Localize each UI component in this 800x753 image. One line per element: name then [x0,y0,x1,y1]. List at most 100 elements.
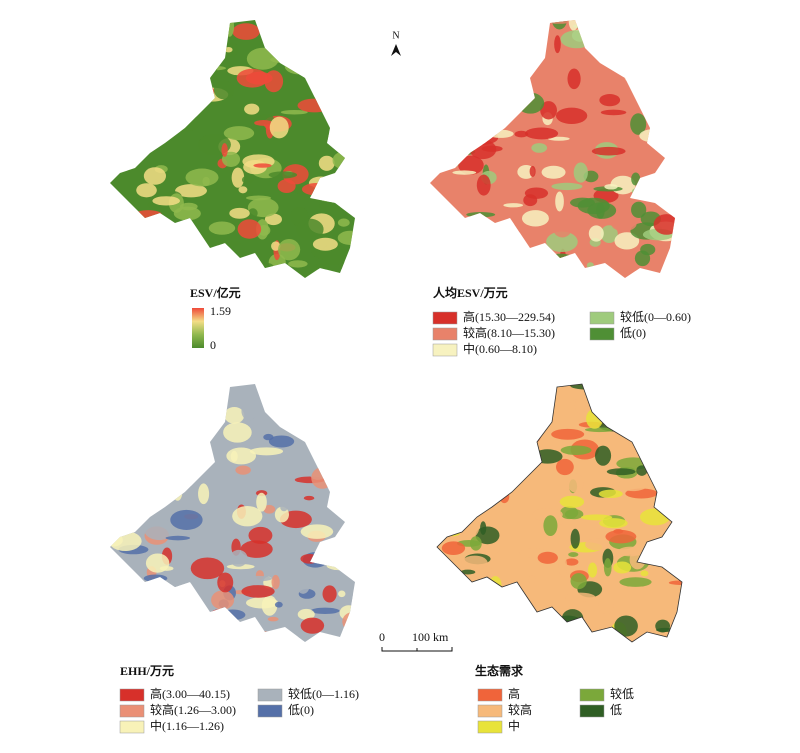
map-patch [260,263,276,278]
color-bar [192,308,204,348]
map-patch [606,468,636,476]
map-patch [297,608,315,620]
map-patch [472,444,496,458]
map-patch [296,39,318,61]
map-patch [264,213,282,226]
map-patch [584,427,616,433]
map-patch [469,536,482,551]
map-patch [473,111,497,131]
map-patch [650,547,658,553]
map-patch [158,241,171,253]
map-patch [434,148,445,157]
map-patch [565,592,596,602]
map-patch [430,100,439,113]
map-patch [185,168,219,187]
map-patch [224,406,245,424]
legend-swatch [477,720,503,734]
map-patch [248,208,258,219]
map-patch [110,121,111,130]
map-patch [118,384,137,396]
map-patch [458,155,484,175]
map-patch [317,26,332,41]
map-patch [516,92,545,114]
maps [110,20,683,643]
map-patch [430,204,434,213]
map-patch [466,616,501,621]
legend-swatch [579,704,605,718]
map-patch [653,452,666,457]
legend-swatch [119,688,145,702]
map-patch [268,171,298,179]
map-patch [308,39,322,56]
map-patch [614,232,640,250]
map-patch [587,562,598,578]
map-patch [642,69,675,91]
map-patch [143,416,176,437]
map-patch [586,262,594,269]
map-patch [342,612,355,632]
map-patch [580,514,613,521]
map-patch [110,531,142,552]
map-patch [437,387,445,409]
map-patch [181,232,197,240]
map-patch [514,406,538,416]
map-patch [461,495,478,517]
map-patch [447,60,460,66]
map-patch [141,582,171,589]
map-patch [290,469,314,478]
map-patch [464,130,499,145]
map-patch [339,605,355,621]
map-patch [296,218,324,241]
map-patch [669,523,682,531]
map-patch [590,136,597,143]
scale-start: 0 [379,630,385,644]
map-patch [152,196,180,206]
map-patch [560,30,593,49]
map-patch [532,507,563,522]
map-patch [489,576,502,594]
map-patch [143,574,168,583]
map-patch [229,549,248,567]
map-patch [437,609,447,623]
legend-label: 较低(0—0.60) [620,309,691,324]
map-patch [311,467,334,489]
map-patch [487,129,514,138]
map-patch [658,40,675,55]
map-patch [564,558,579,566]
legend-swatch [119,720,145,734]
map-patch [326,127,355,150]
scale-bar: 0 100 km [379,630,453,652]
map-patch [263,504,276,514]
map-patch [551,428,585,440]
map-patch [332,151,355,170]
map-patch [476,174,491,196]
map-patch [567,473,584,493]
legend-swatch [477,688,503,702]
map-patch [597,20,618,21]
map-patch [551,20,568,30]
map-patch [225,20,235,37]
map-patch [220,609,246,621]
map-patch [537,632,554,638]
map-patch [528,575,536,585]
map-patch [232,506,263,527]
map-patch [202,176,210,186]
map-patch [631,172,641,186]
map-patch [555,107,588,124]
map-patch [243,575,273,582]
map-patch [312,237,338,251]
map-patch [140,432,153,441]
map-patch [546,231,578,253]
map-patch [460,569,476,575]
map-patch [198,85,215,98]
map-patch [461,516,480,538]
map-patch [143,167,167,185]
map-patch [528,27,535,49]
map-patch [473,598,492,615]
map-patch [223,422,252,443]
map-patch [468,35,488,54]
map-patch [631,188,639,195]
map-patch [591,146,626,156]
legend-swatch [432,311,458,325]
map-patch [430,116,440,138]
